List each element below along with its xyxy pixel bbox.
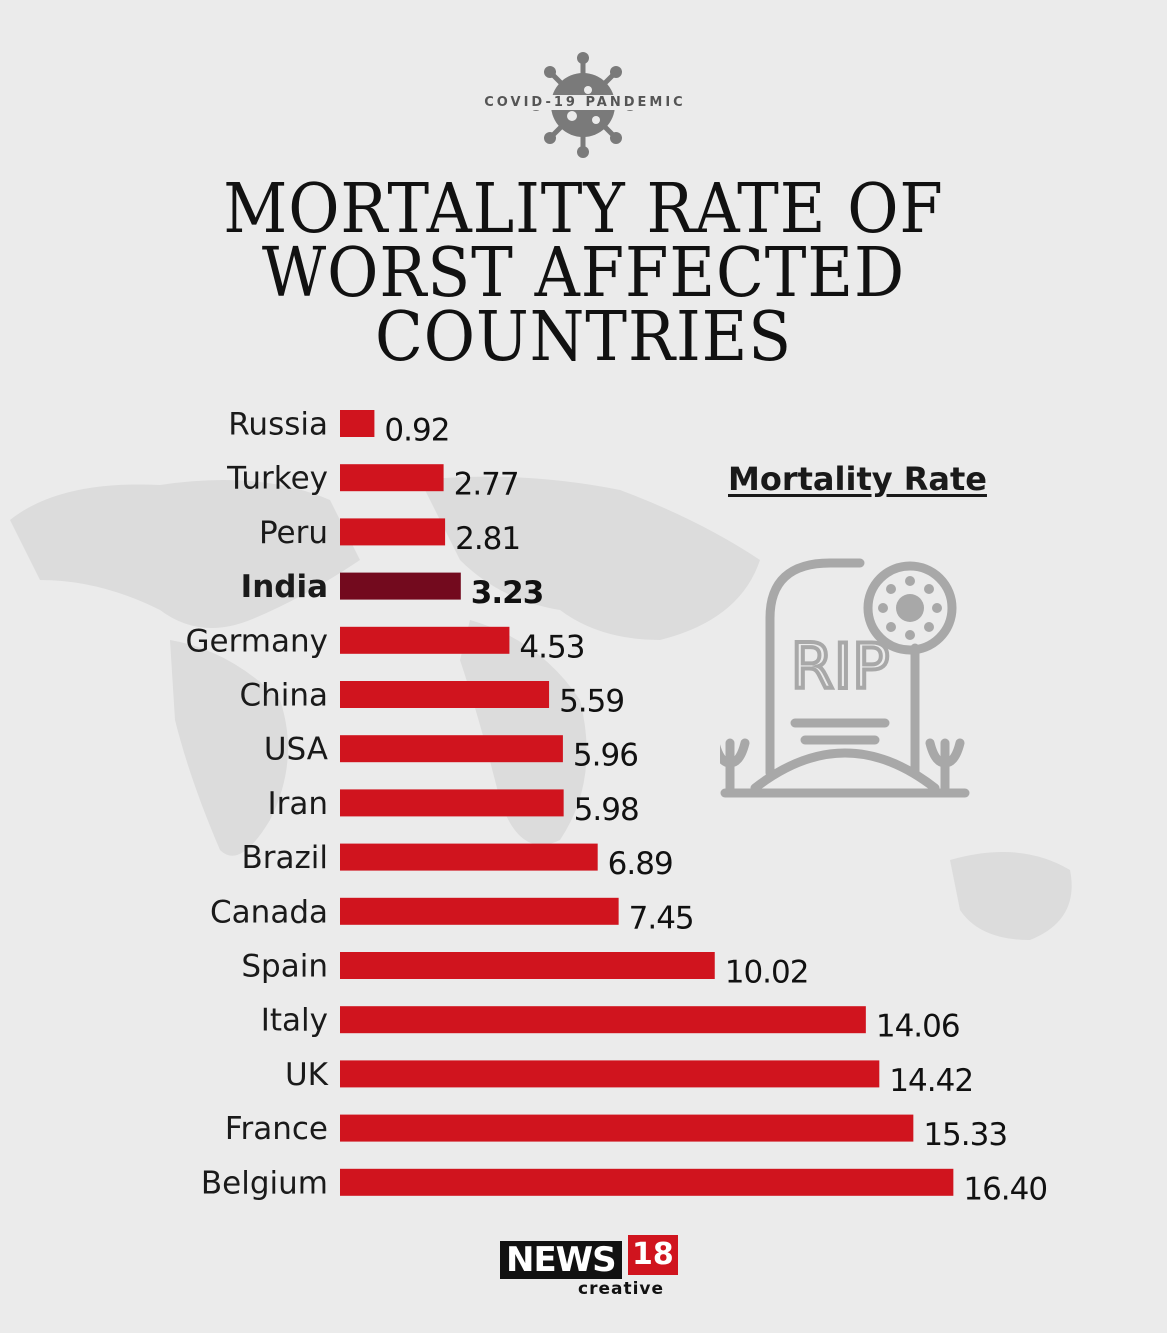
value-label: 14.42	[889, 1063, 973, 1099]
bar	[340, 1006, 866, 1034]
title-line-3: COUNTRIES	[375, 298, 792, 377]
title-line-2: WORST AFFECTED	[261, 234, 906, 313]
category-label: France	[225, 1111, 328, 1147]
value-label: 3.23	[471, 575, 544, 611]
category-label: Belgium	[201, 1165, 328, 1201]
category-label: UK	[285, 1057, 329, 1093]
bar	[340, 1114, 914, 1142]
bar	[340, 681, 550, 708]
bar	[340, 572, 461, 600]
category-label: Germany	[186, 623, 328, 659]
value-label: 2.77	[454, 467, 519, 503]
tombstone-icon: RIP	[720, 558, 970, 798]
value-label: 5.59	[559, 684, 624, 720]
bar	[340, 410, 375, 437]
bar	[340, 735, 563, 763]
value-label: 15.33	[923, 1117, 1007, 1153]
bar	[340, 1168, 954, 1196]
category-label: Brazil	[241, 840, 328, 876]
page-title: MORTALITY RATE OF WORST AFFECTED COUNTRI…	[157, 170, 1010, 377]
title-line-1: MORTALITY RATE OF	[223, 170, 944, 249]
bar	[340, 1060, 880, 1088]
value-label: 0.92	[384, 413, 449, 449]
brand-number: 18	[628, 1235, 678, 1275]
category-label: Iran	[267, 786, 328, 822]
value-label: 2.81	[455, 521, 520, 557]
legend-label: Mortality Rate	[728, 460, 987, 498]
tombstone-text: RIP	[791, 630, 890, 703]
category-label: Italy	[261, 1003, 328, 1039]
value-label: 4.53	[519, 629, 584, 665]
category-label: Peru	[259, 515, 328, 551]
bar	[340, 518, 446, 546]
value-label: 10.02	[725, 955, 809, 991]
value-label: 16.40	[963, 1171, 1047, 1207]
category-label: Turkey	[226, 461, 328, 497]
bar	[340, 897, 619, 925]
brand-name: NEWS	[500, 1241, 622, 1279]
category-label: Spain	[241, 949, 328, 985]
category-label: Canada	[210, 894, 328, 930]
kicker-text: COVID-19 PANDEMIC	[478, 95, 692, 110]
bar	[340, 952, 715, 979]
category-label: Russia	[228, 407, 328, 443]
bar	[340, 464, 444, 492]
value-label: 7.45	[629, 900, 694, 936]
value-label: 14.06	[876, 1009, 960, 1045]
category-label: India	[241, 569, 328, 605]
category-label: China	[239, 678, 328, 714]
bar	[340, 843, 598, 871]
value-label: 5.98	[574, 792, 639, 828]
kicker-label: COVID-19 PANDEMIC	[440, 95, 730, 110]
value-label: 6.89	[608, 846, 673, 882]
value-label: 5.96	[573, 738, 638, 774]
bar	[340, 626, 510, 654]
news18-logo: NEWS 18 creative	[500, 1235, 678, 1305]
brand-sub: creative	[578, 1279, 665, 1299]
category-label: USA	[264, 732, 328, 768]
bar	[340, 789, 564, 817]
